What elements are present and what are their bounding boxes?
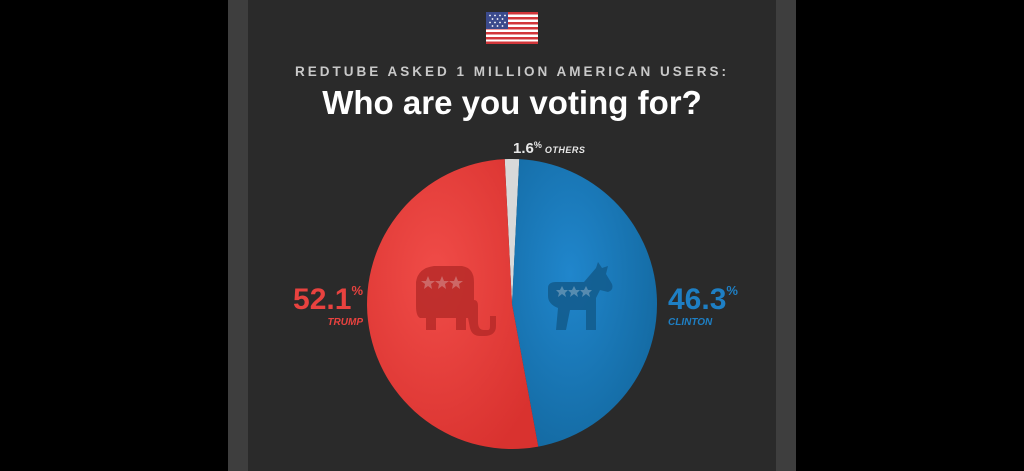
clinton-name: CLINTON — [668, 317, 713, 328]
trump-value: 52.1 — [293, 283, 352, 316]
us-flag-icon — [486, 12, 538, 44]
pie-slice-others — [504, 158, 520, 304]
donkey-icon — [548, 262, 613, 330]
others-percent-sign: % — [533, 140, 542, 150]
chart-title: Who are you voting for? — [322, 84, 702, 121]
clinton-percent-sign: % — [726, 283, 738, 298]
panel-left-edge — [228, 0, 248, 471]
clinton-value: 46.3 — [668, 283, 727, 316]
others-value: 1.6 — [513, 140, 534, 157]
chart-subtitle: REDTUBE ASKED 1 MILLION AMERICAN USERS: — [294, 64, 729, 79]
panel-right-edge — [776, 0, 796, 471]
trump-name: TRUMP — [327, 317, 363, 328]
trump-percent-sign: % — [351, 283, 363, 298]
trump-label: 52.1% TRUMP — [293, 283, 363, 328]
elephant-icon — [416, 266, 496, 336]
others-name: OTHERS — [544, 145, 586, 155]
clinton-label: 46.3% CLINTON — [668, 283, 738, 328]
others-label: 1.6% OTHERS — [513, 140, 585, 158]
